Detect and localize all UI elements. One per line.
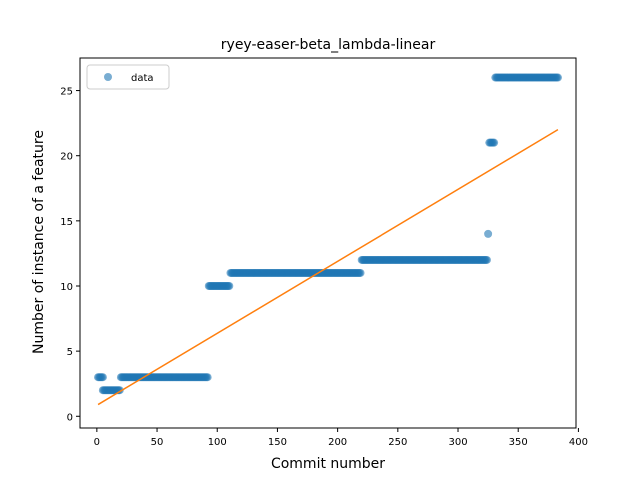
x-axis-label: Commit number xyxy=(271,456,385,472)
fit-line xyxy=(97,129,559,406)
y-tick-label: 25 xyxy=(60,87,73,98)
chart-title: ryey-easer-beta_lambda-linear xyxy=(221,37,436,53)
data-point xyxy=(490,138,499,147)
x-tick-label: 0 xyxy=(94,437,100,448)
y-tick-label: 15 xyxy=(60,217,73,228)
data-point xyxy=(98,373,107,382)
y-tick-label: 5 xyxy=(67,347,73,358)
x-tick-label: 300 xyxy=(448,437,467,448)
data-point xyxy=(203,373,212,382)
y-tick-label: 20 xyxy=(60,152,73,163)
y-axis-ticks: 0 5 10 15 20 25 xyxy=(60,87,80,423)
x-tick-label: 150 xyxy=(268,437,287,448)
data-point xyxy=(484,229,493,238)
plot-area xyxy=(94,73,562,406)
plot-frame xyxy=(79,57,577,429)
x-tick-label: 350 xyxy=(509,437,528,448)
y-axis-label: Number of instance of a feature xyxy=(31,130,47,354)
x-tick-label: 250 xyxy=(388,437,407,448)
x-tick-label: 50 xyxy=(151,437,164,448)
x-tick-label: 100 xyxy=(208,437,227,448)
y-tick-label: 0 xyxy=(67,412,73,423)
data-point xyxy=(482,255,491,264)
legend: data xyxy=(86,64,170,90)
x-axis-ticks: 0 50 100 150 200 250 300 350 400 xyxy=(94,428,588,448)
y-tick-label: 10 xyxy=(60,282,73,293)
legend-box xyxy=(86,64,170,90)
legend-marker-data xyxy=(104,73,112,81)
legend-label-data: data xyxy=(131,73,154,84)
data-series-points xyxy=(94,73,562,395)
data-point xyxy=(225,281,234,290)
data-point xyxy=(553,73,562,82)
x-tick-label: 400 xyxy=(569,437,588,448)
x-tick-label: 200 xyxy=(328,437,347,448)
data-point xyxy=(356,268,365,277)
